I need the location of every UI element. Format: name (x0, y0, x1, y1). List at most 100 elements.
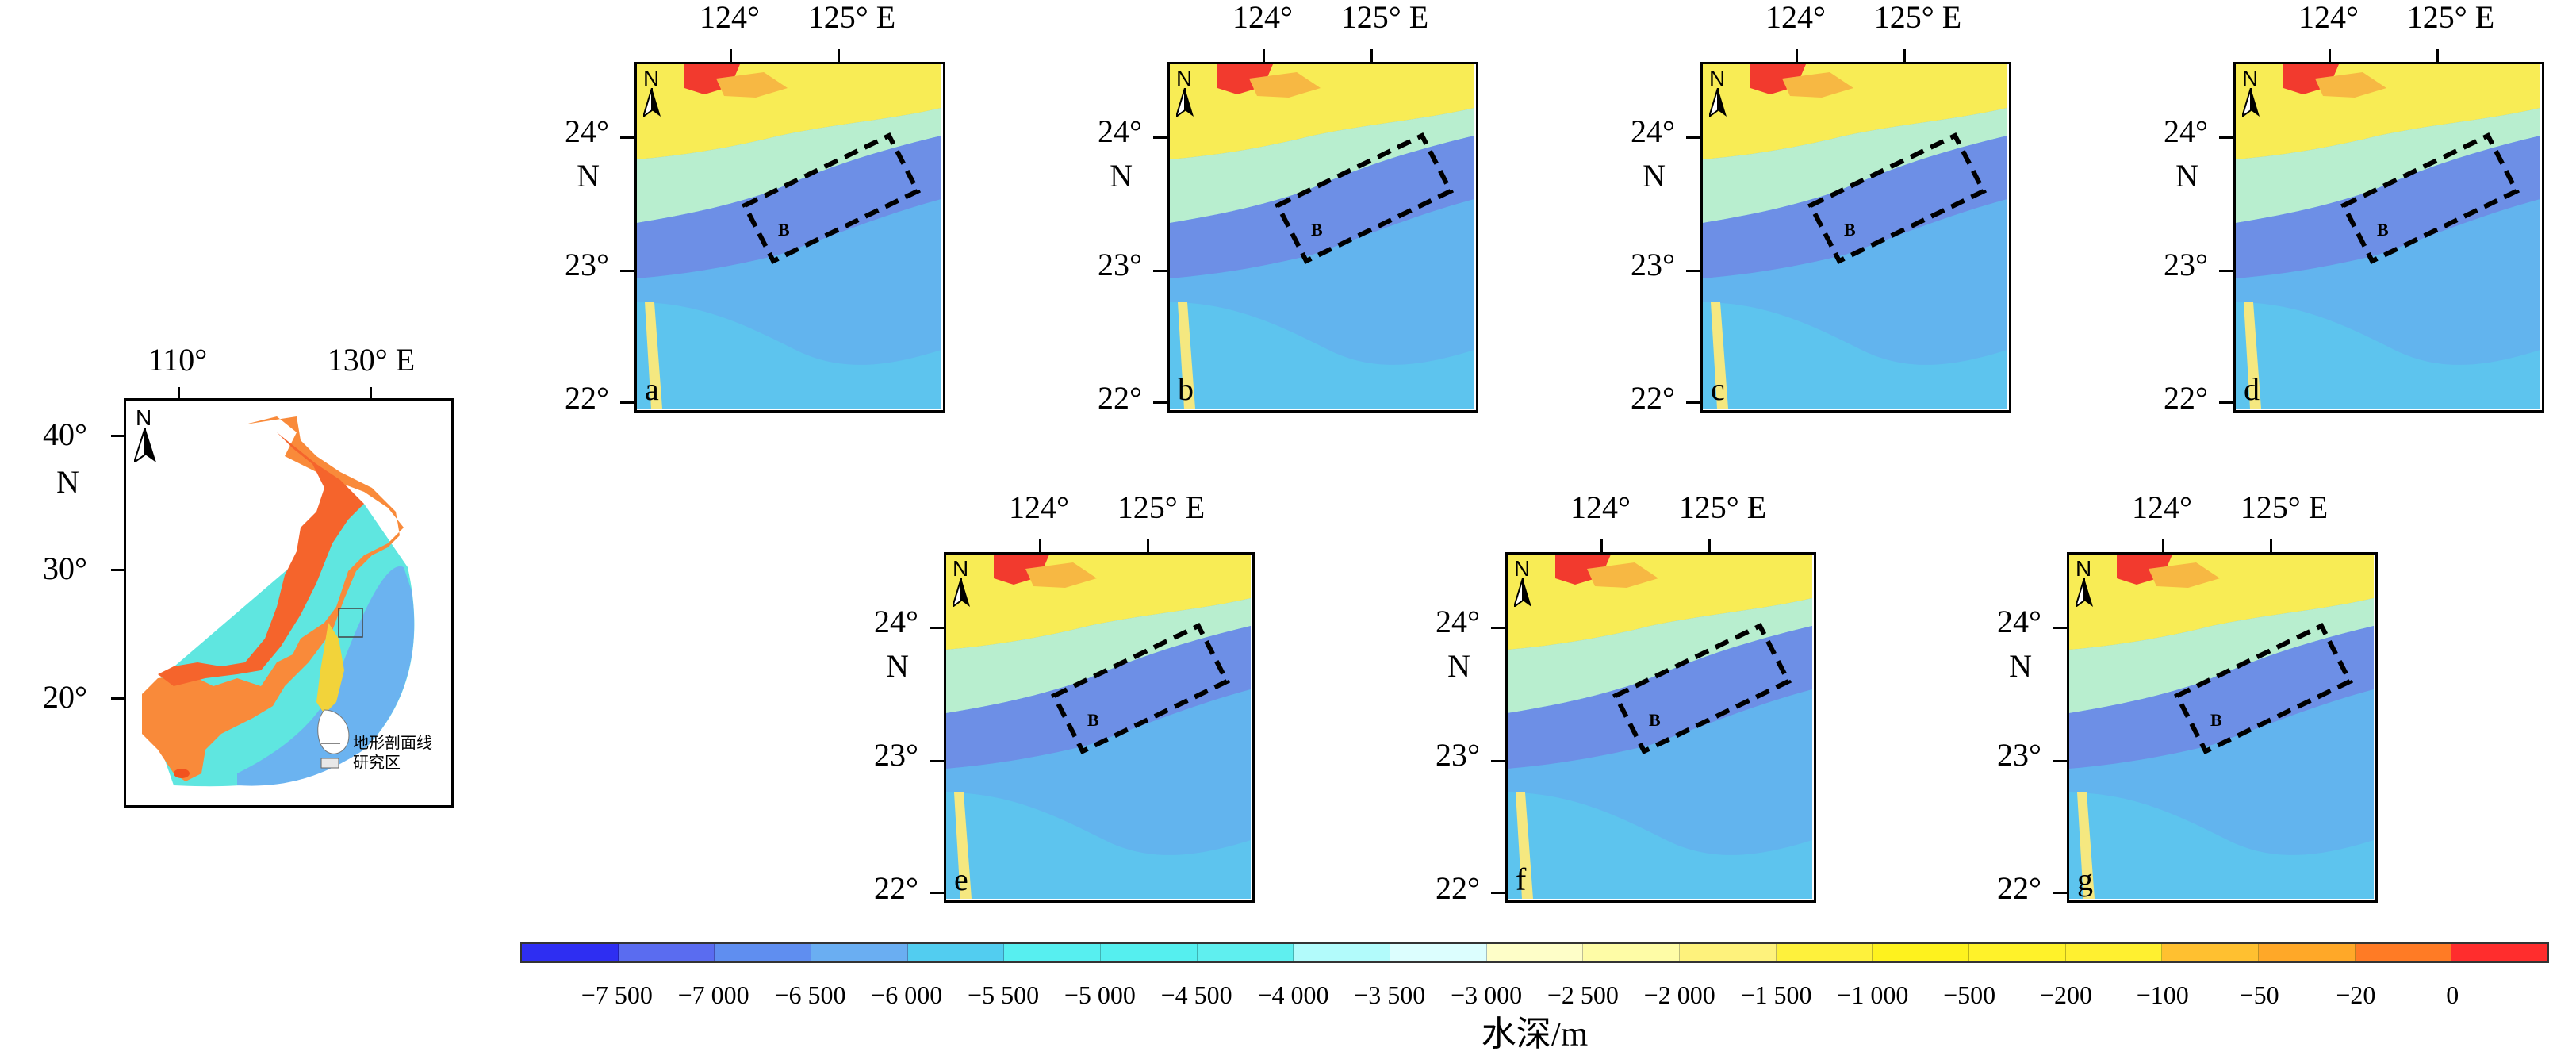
panel-lat-tickmark (2053, 627, 2067, 629)
north-arrow-icon (953, 578, 970, 607)
panel-lat-tickmark (620, 401, 634, 404)
panel-lat-tickmark (930, 627, 944, 629)
panel-lon-tickmark (838, 49, 840, 62)
panel-lon-tick: 124° (1232, 0, 1293, 35)
panel-lon-tick: 125° E (1117, 489, 1206, 525)
colorbar-tick-label: −2 000 (1643, 980, 1715, 1009)
colorbar-swatch (1583, 944, 1681, 961)
panel-north-label: N (2076, 556, 2092, 581)
panel-lat-tickmark (930, 892, 944, 894)
panel-lat-tickmark (620, 270, 634, 272)
panel-lon-tick: 125° E (1873, 0, 1962, 35)
panel-lat-suffix: N (577, 158, 600, 194)
panel-lat-tick: 23° (565, 247, 609, 282)
panel-lon-tickmark (1796, 49, 1798, 62)
overview-lat-suffix: N (56, 464, 79, 500)
colorbar-swatch (1101, 944, 1198, 961)
panel-north-label: N (1514, 556, 1531, 581)
colorbar-swatch (2451, 944, 2548, 961)
colorbar-tick-label: −3 000 (1451, 980, 1523, 1009)
colorbar-swatch (2065, 944, 2163, 961)
panel-lon-tick: 124° (2132, 489, 2192, 525)
study-box-label: B (1649, 710, 1661, 730)
colorbar-tick-label: −6 000 (871, 980, 943, 1009)
panel-lon-tick: 124° (1570, 489, 1631, 525)
panel-lat-tick: 24° (874, 604, 918, 639)
overview-lat-tickmark (111, 435, 125, 437)
colorbar-swatch (2259, 944, 2356, 961)
panel-lon-tickmark (2162, 539, 2164, 552)
colorbar-swatch (1390, 944, 1487, 961)
panel-lon-tickmark (2270, 539, 2272, 552)
colorbar-tick-label: −1 000 (1837, 980, 1909, 1009)
panel-lon-tick: 124° (2298, 0, 2359, 35)
colorbar-tick-label: −20 (2336, 980, 2376, 1009)
panel-north-label: N (2242, 66, 2259, 90)
study-box-label: B (1311, 220, 1323, 240)
panel-lon-tick: 125° E (1678, 489, 1767, 525)
study-box-label: B (778, 220, 790, 240)
overview-shelf (142, 416, 404, 781)
legend-label-profile: 地形剖面线 (353, 733, 432, 752)
panel-lon-tickmark (2329, 49, 2331, 62)
north-arrow-icon (643, 88, 661, 117)
overview-north-label: N (136, 405, 152, 430)
colorbar-tick-label: −7 500 (581, 980, 653, 1009)
panel-lon-tickmark (1263, 49, 1265, 62)
panel-lat-tick: 24° (1436, 604, 1480, 639)
overview-lon-tickmark (178, 387, 180, 398)
panel-lat-tickmark (1153, 136, 1167, 139)
panel-lat-tick: 24° (2164, 113, 2208, 149)
colorbar-tick-label: −200 (2039, 980, 2092, 1009)
overview-lon-tick: 110° (148, 342, 208, 378)
overview-taiwan-shelf (316, 623, 344, 714)
panel-map-frame: d N B (2233, 62, 2544, 413)
study-box-label: B (1087, 710, 1099, 730)
overview-lat-tick: 30° (43, 551, 87, 586)
panel-lon-tickmark (1370, 49, 1373, 62)
colorbar-tick-label: −50 (2239, 980, 2279, 1009)
panel-lon-tickmark (730, 49, 732, 62)
panel-map-frame: a N B (634, 62, 945, 413)
panel-lon-tick: 125° E (1340, 0, 1429, 35)
panel-lon-tick: 124° (1765, 0, 1826, 35)
colorbar-swatch (522, 944, 619, 961)
north-arrow-icon (1514, 578, 1531, 607)
study-box-label: B (2210, 710, 2222, 730)
panel-lat-tickmark (1153, 401, 1167, 404)
panel-letter: b (1178, 371, 1194, 407)
panel-bathymetry-graphic (1170, 64, 1474, 409)
panel-lon-tick: 124° (1009, 489, 1069, 525)
overview-map-frame: N 地形剖面线 研究区 (124, 398, 454, 808)
panel-lat-tick: 24° (1098, 113, 1142, 149)
panel-lat-tick: 22° (1631, 380, 1675, 416)
panel-lat-tick: 22° (1436, 870, 1480, 906)
panel-lat-tick: 22° (2164, 380, 2208, 416)
overview-deep-basin (237, 566, 415, 786)
colorbar-swatch (1004, 944, 1102, 961)
panel-lat-suffix: N (2175, 158, 2198, 194)
colorbar-tick-label: −4 500 (1160, 980, 1232, 1009)
panel-lon-tick: 124° (700, 0, 760, 35)
north-arrow-icon (1176, 88, 1194, 117)
legend-label-study-area: 研究区 (353, 753, 401, 772)
panel-lat-tickmark (2219, 270, 2233, 272)
overview-study-box (338, 608, 363, 638)
colorbar-tick-label: −2 500 (1547, 980, 1619, 1009)
colorbar-tick-label: −4 000 (1257, 980, 1329, 1009)
panel-map-frame: f N B (1505, 552, 1816, 903)
study-box-label: B (1844, 220, 1856, 240)
panel-lat-suffix: N (1447, 648, 1470, 684)
panel-bathymetry-graphic (1508, 555, 1812, 899)
colorbar-swatch (1294, 944, 1391, 961)
panel-lat-tickmark (1491, 760, 1505, 762)
panel-lon-tick: 125° E (807, 0, 896, 35)
panel-lat-suffix: N (886, 648, 909, 684)
colorbar-tick-label: −3 500 (1354, 980, 1426, 1009)
overview-lat-tickmark (111, 697, 125, 700)
panel-north-label: N (1176, 66, 1193, 90)
panel-lon-tick: 125° E (2240, 489, 2329, 525)
panel-lon-tickmark (1147, 539, 1149, 552)
colorbar-swatch (907, 944, 1005, 961)
overview-coastal-land (158, 432, 364, 686)
